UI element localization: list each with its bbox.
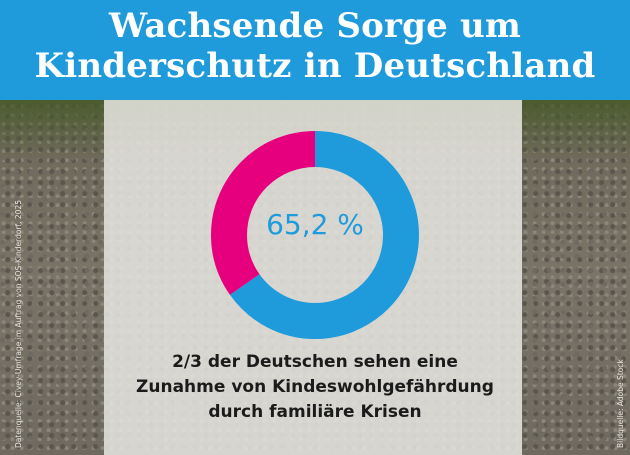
caption-line-1: 2/3 der Deutschen sehen eine [172,352,458,372]
image-credit: Bildquelle: Adobe Stock [616,359,625,448]
donut-chart [211,131,419,339]
title-line-2: Kinderschutz in Deutschland [34,46,596,86]
center-percentage-label: 65,2 % [266,208,364,241]
title-line-1: Wachsende Sorge um [108,6,522,46]
caption-line-3: durch familiäre Krisen [208,402,422,422]
title-banner: Wachsende Sorge um Kinderschutz in Deuts… [0,0,630,100]
source-credit: Datenquelle: Civey-Umfrage im Auftrag vo… [14,200,23,448]
caption-line-2: Zunahme von Kindeswohlgefährdung [136,377,494,397]
donut-slice-2 [211,131,419,339]
